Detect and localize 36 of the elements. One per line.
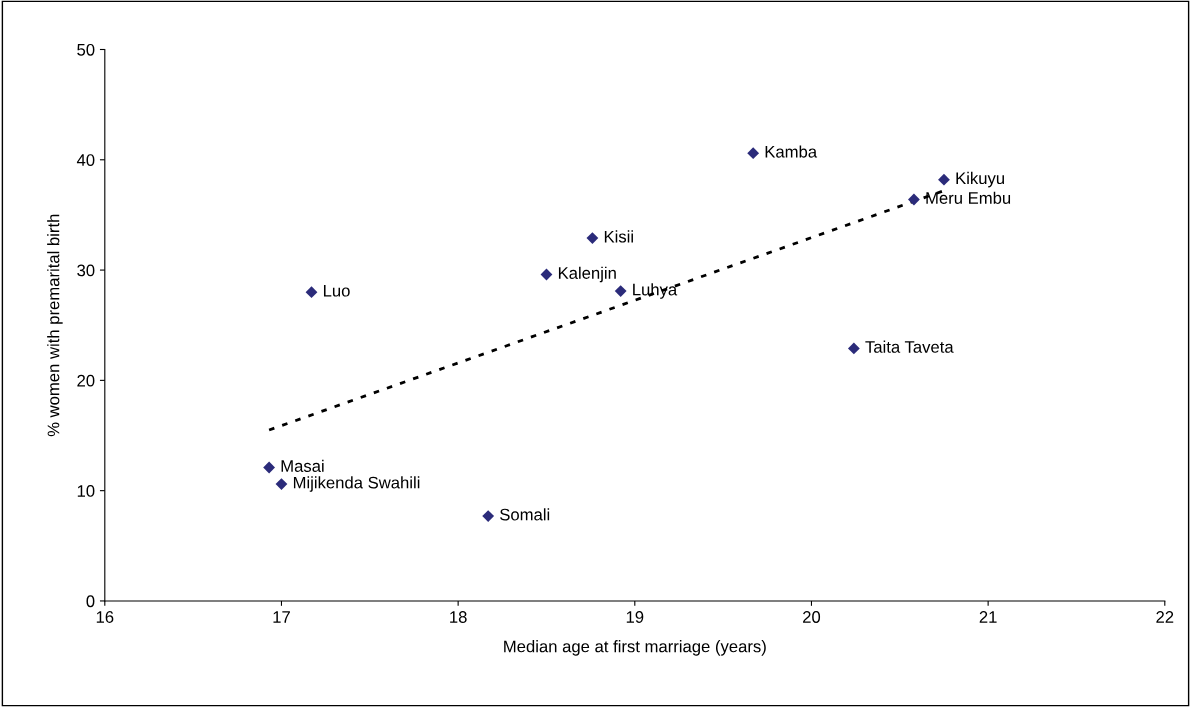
annotation: Kalenjin (558, 266, 616, 283)
x-axis-title: Median age at first marriage (years) (504, 640, 766, 656)
x-tick-label: 21 (979, 611, 997, 623)
x-tick-label: 18 (450, 611, 467, 623)
point (263, 461, 275, 474)
x-tick-label: 16 (96, 611, 114, 623)
point (614, 285, 627, 297)
annotation: Masai (281, 459, 324, 472)
point (908, 193, 920, 206)
annotation: Somali (500, 508, 550, 521)
annotation: Mijikenda Swahili (293, 476, 420, 492)
point (847, 342, 860, 355)
point (747, 147, 760, 160)
y-tick-label: 30 (77, 264, 95, 277)
x-tick-label: 17 (273, 611, 290, 623)
point (275, 478, 288, 490)
annotation: Kamba (765, 145, 818, 158)
y-tick-label: 0 (86, 595, 95, 608)
y-tick-label: 40 (76, 154, 95, 166)
point (938, 173, 950, 186)
annotation: Luhya (633, 283, 678, 299)
y-tick-label: 10 (77, 485, 95, 497)
annotation: Luo (323, 284, 350, 297)
annotation: Meru Embu (926, 191, 1011, 204)
y-tick-label: 20 (77, 374, 95, 387)
x-tick-label: 19 (626, 611, 644, 623)
annotation: Taita Taveta (865, 340, 954, 353)
point (482, 510, 495, 522)
x-tick-label: 22 (1156, 611, 1174, 623)
point (586, 232, 599, 244)
y-tick-label: 50 (77, 43, 95, 56)
annotation: Kisii (604, 230, 633, 243)
x-tick-label: 20 (803, 611, 821, 623)
y-axis-title: % women with premarital birth (47, 214, 63, 437)
annotation: Kikuyu (956, 171, 1004, 188)
point (305, 286, 318, 299)
